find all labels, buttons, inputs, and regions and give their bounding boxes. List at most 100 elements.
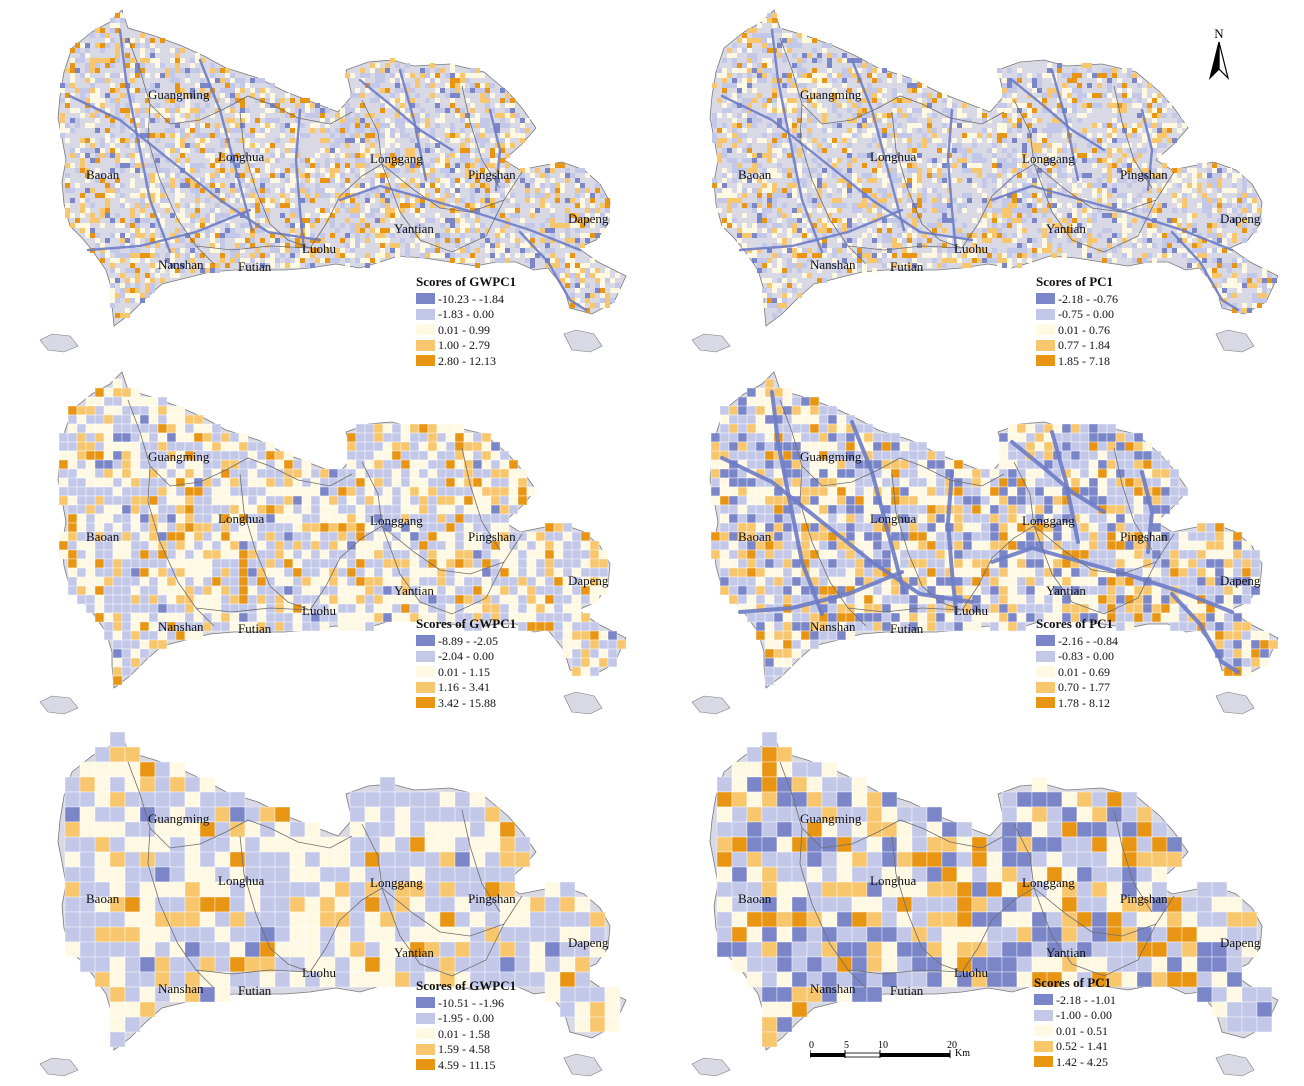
grid-cell — [247, 477, 258, 488]
grid-cell — [817, 228, 822, 233]
grid-cell — [857, 58, 862, 63]
grid-cell — [962, 168, 967, 173]
grid-cell — [305, 238, 310, 243]
grid-cell — [937, 263, 942, 268]
grid-cell — [340, 173, 345, 178]
grid-cell — [872, 153, 877, 158]
grid-cell — [1047, 173, 1052, 178]
grid-cell — [862, 233, 867, 238]
grid-cell — [600, 213, 605, 218]
grid-cell — [305, 113, 310, 118]
grid-cell — [565, 178, 570, 183]
grid-cell — [295, 238, 300, 243]
grid-cell — [230, 198, 235, 203]
grid-cell — [58, 468, 69, 479]
grid-cell — [907, 123, 912, 128]
grid-cell — [275, 178, 280, 183]
grid-cell — [155, 153, 160, 158]
grid-cell — [772, 168, 777, 173]
grid-cell — [1137, 113, 1142, 118]
grid-cell — [450, 78, 455, 83]
grid-cell — [220, 163, 225, 168]
grid-cell — [211, 477, 222, 488]
grid-cell — [485, 88, 490, 93]
grid-cell — [747, 38, 752, 43]
grid-cell — [305, 213, 310, 218]
grid-cell — [280, 123, 285, 128]
grid-cell — [792, 148, 797, 153]
grid-cell — [787, 228, 792, 233]
grid-cell — [305, 178, 310, 183]
grid-cell — [600, 293, 605, 298]
grid-cell — [1122, 93, 1127, 98]
grid-cell — [130, 103, 135, 108]
grid-cell — [450, 138, 455, 143]
grid-cell — [240, 178, 245, 183]
grid-cell — [170, 123, 175, 128]
grid-cell — [180, 213, 185, 218]
grid-cell — [1082, 153, 1087, 158]
grid-cell — [112, 414, 123, 425]
grid-cell — [777, 283, 782, 288]
grid-cell — [927, 128, 932, 133]
grid-cell — [847, 223, 852, 228]
grid-cell — [85, 188, 90, 193]
grid-cell — [937, 163, 942, 168]
grid-cell — [1137, 153, 1142, 158]
grid-cell — [240, 128, 245, 133]
grid-cell — [982, 193, 987, 198]
grid-cell — [1017, 228, 1022, 233]
grid-cell — [1242, 303, 1247, 308]
grid-cell — [195, 128, 200, 133]
grid-cell — [600, 278, 605, 283]
grid-cell — [1117, 118, 1122, 123]
grid-cell — [1242, 228, 1247, 233]
grid-cell — [832, 163, 837, 168]
grid-cell — [1032, 178, 1037, 183]
grid-cell — [365, 223, 370, 228]
grid-cell — [792, 168, 797, 173]
grid-cell — [997, 108, 1002, 113]
grid-cell — [470, 103, 475, 108]
grid-cell — [229, 432, 240, 443]
grid-cell — [872, 68, 877, 73]
grid-cell — [425, 183, 430, 188]
grid-cell — [575, 228, 580, 233]
grid-cell — [1017, 223, 1022, 228]
grid-cell — [1257, 288, 1262, 293]
grid-cell — [395, 118, 400, 123]
grid-cell — [515, 208, 520, 213]
grid-cell — [195, 188, 200, 193]
grid-cell — [475, 223, 480, 228]
grid-cell — [1162, 98, 1167, 103]
grid-cell — [1052, 253, 1057, 258]
grid-cell — [65, 213, 70, 218]
grid-cell — [460, 73, 465, 78]
grid-cell — [1122, 193, 1127, 198]
grid-cell — [797, 78, 802, 83]
grid-cell — [565, 168, 570, 173]
grid-cell — [210, 158, 215, 163]
grid-cell — [882, 113, 887, 118]
grid-cell — [115, 48, 120, 53]
grid-cell — [1022, 248, 1027, 253]
grid-cell — [530, 208, 535, 213]
grid-cell — [857, 113, 862, 118]
grid-cell — [887, 263, 892, 268]
grid-cell — [887, 253, 892, 258]
grid-cell — [847, 183, 852, 188]
grid-cell — [787, 218, 792, 223]
grid-cell — [565, 208, 570, 213]
grid-cell — [797, 208, 802, 213]
grid-cell — [727, 48, 732, 53]
grid-cell — [1107, 163, 1112, 168]
grid-cell — [917, 198, 922, 203]
grid-cell — [535, 168, 540, 173]
grid-cell — [917, 183, 922, 188]
grid-cell — [605, 273, 610, 278]
grid-cell — [440, 168, 445, 173]
grid-cell — [857, 63, 862, 68]
grid-cell — [867, 123, 872, 128]
grid-cell — [145, 98, 150, 103]
grid-cell — [1137, 243, 1142, 248]
